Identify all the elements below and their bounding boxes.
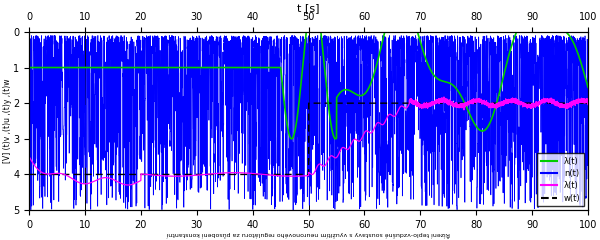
X-axis label: Řízení teplo-vzdušné soustavy s využitím neuronového regulátoru za působení kons: Řízení teplo-vzdušné soustavy s využitím… xyxy=(167,231,450,237)
X-axis label: t [s]: t [s] xyxy=(298,3,320,13)
Legend: λ(t), n(t), λ(t), w(t): λ(t), n(t), λ(t), w(t) xyxy=(537,153,584,206)
Y-axis label: [V] (t)v ,(t)u ,(t)y ,(t)w: [V] (t)v ,(t)u ,(t)y ,(t)w xyxy=(3,79,12,163)
